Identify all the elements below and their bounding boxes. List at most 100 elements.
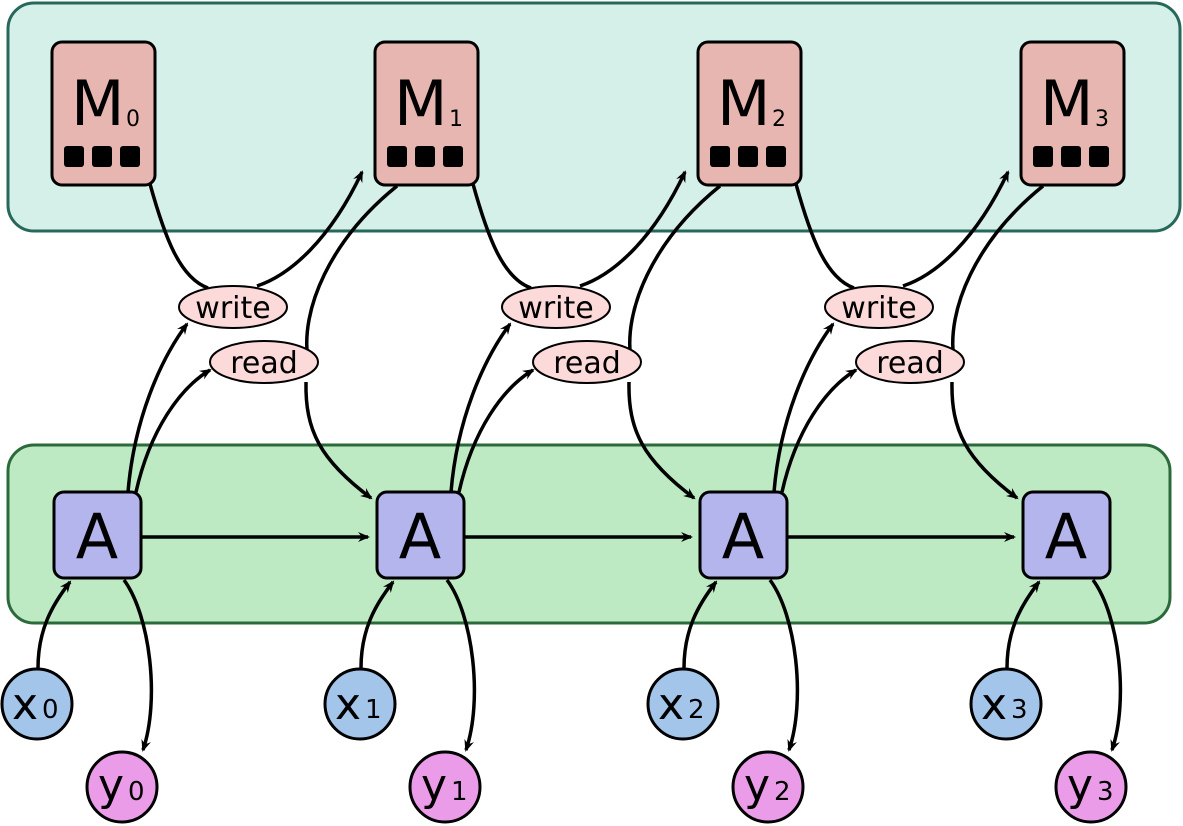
output-label: y (421, 760, 447, 811)
edge-write-to-next-memory (256, 170, 364, 288)
edge-memory-to-write (148, 183, 209, 290)
write-label: write (518, 291, 593, 326)
write-operation-0: write (178, 285, 288, 329)
memory-slot (710, 146, 730, 167)
controller-label: A (1045, 500, 1087, 573)
output-index: 3 (1097, 777, 1114, 807)
edge-memory-to-write (794, 183, 855, 290)
memory-slot (92, 146, 112, 167)
edge-input-to-controller (36, 580, 72, 669)
input-circle (0, 667, 74, 741)
input-label: x (658, 679, 684, 730)
input-index: 1 (365, 695, 382, 725)
input-circle (969, 667, 1043, 741)
controller-node-1: A (375, 490, 466, 580)
output-circle (408, 750, 482, 824)
read-operation-1: read (532, 340, 642, 384)
edge-read-to-next-controller (950, 381, 1019, 500)
edge-controller-to-output (1091, 578, 1123, 752)
controller-box (698, 490, 789, 580)
memory-slot (1061, 146, 1081, 167)
read-label: read (876, 346, 944, 381)
write-ellipse (178, 285, 288, 329)
output-index: 1 (451, 777, 468, 807)
memory-slot (120, 146, 140, 167)
output-label: y (98, 760, 124, 811)
edge-next-memory-to-read (628, 184, 722, 361)
read-label: read (553, 346, 621, 381)
memory-slot (766, 146, 786, 167)
write-ellipse (824, 285, 934, 329)
controller-label: A (399, 500, 441, 573)
output-label: y (744, 760, 770, 811)
input-index: 0 (42, 695, 59, 725)
read-ellipse (209, 340, 319, 384)
edge-controller-to-output (122, 578, 154, 752)
output-circle (1054, 750, 1128, 824)
write-label: write (841, 291, 916, 326)
output-index: 2 (774, 777, 791, 807)
memory-band (6, 1, 1182, 233)
read-ellipse (532, 340, 642, 384)
read-ellipse (855, 340, 965, 384)
input-circle (646, 667, 720, 741)
edge-controller-to-read (134, 368, 212, 493)
memory-slot (1033, 146, 1053, 167)
edge-write-to-next-memory (902, 170, 1010, 288)
memory-label: M (717, 67, 771, 140)
memory-slot (415, 146, 435, 167)
edge-controller-to-read (457, 368, 535, 493)
read-operation-2: read (855, 340, 965, 384)
write-operation-1: write (501, 285, 611, 329)
edge-input-to-controller (1005, 580, 1041, 669)
read-operation-0: read (209, 340, 319, 384)
read-label: read (230, 346, 298, 381)
input-index: 2 (688, 695, 705, 725)
memory-slot (738, 146, 758, 167)
controller-node-0: A (52, 490, 143, 580)
edges (36, 170, 1123, 752)
memory-index: 3 (1095, 107, 1109, 132)
edge-input-to-controller (682, 580, 718, 669)
memory-slot (443, 146, 463, 167)
write-label: write (195, 291, 270, 326)
memory-label: M (1040, 67, 1094, 140)
edge-controller-to-write (772, 322, 835, 493)
controller-band (6, 443, 1172, 625)
input-label: x (335, 679, 361, 730)
output-circle (731, 750, 805, 824)
output-circle (85, 750, 159, 824)
edge-read-to-next-controller (304, 381, 373, 500)
edge-controller-to-read (780, 368, 858, 493)
edge-input-to-controller (359, 580, 395, 669)
controller-label: A (76, 500, 118, 573)
output-label: y (1067, 760, 1093, 811)
write-operation-2: write (824, 285, 934, 329)
input-circle (323, 667, 397, 741)
memory-label: M (71, 67, 125, 140)
input-label: x (12, 679, 38, 730)
input-index: 3 (1011, 695, 1028, 725)
memory-index: 2 (772, 107, 786, 132)
edge-controller-to-write (126, 322, 189, 493)
memory-label: M (394, 67, 448, 140)
edge-write-to-next-memory (579, 170, 687, 288)
edge-next-memory-to-read (951, 184, 1045, 361)
write-ellipse (501, 285, 611, 329)
memory-slot (1089, 146, 1109, 167)
edge-read-to-next-controller (627, 381, 696, 500)
edge-controller-to-write (449, 322, 512, 493)
output-index: 0 (128, 777, 145, 807)
